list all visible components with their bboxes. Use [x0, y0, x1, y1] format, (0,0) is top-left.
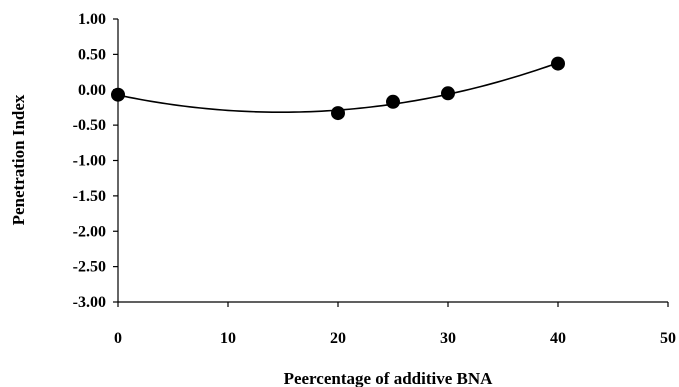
y-tick-label: 0.00: [78, 82, 106, 99]
x-ticks: 0 10 20 30 40 50: [114, 302, 676, 347]
y-tick-label: -3.00: [73, 294, 106, 311]
x-tick-label: 0: [114, 330, 122, 347]
axes: [117, 19, 668, 303]
y-tick-label: 0.50: [78, 46, 106, 63]
y-tick-label: -2.00: [73, 223, 106, 240]
data-point: [551, 56, 565, 71]
data-point: [386, 94, 400, 109]
y-tick-label: -1.00: [73, 153, 106, 170]
data-point: [441, 86, 455, 101]
x-axis-label: Peercentage of additive BNA: [284, 369, 494, 387]
data-points: [111, 56, 565, 121]
y-tick-label: -1.50: [73, 188, 106, 205]
trendline: [117, 62, 559, 114]
x-tick-label: 10: [220, 330, 236, 347]
data-point: [111, 87, 125, 102]
y-tick-label: -2.50: [73, 259, 106, 276]
x-tick-label: 50: [660, 330, 676, 347]
y-tick-label: -0.50: [73, 117, 106, 134]
x-tick-label: 20: [330, 330, 346, 347]
x-tick-label: 40: [550, 330, 566, 347]
y-axis-label: Penetration Index: [9, 94, 28, 225]
data-point: [331, 106, 345, 121]
y-tick-label: 1.00: [78, 11, 106, 28]
x-tick-label: 30: [440, 330, 456, 347]
y-ticks: 1.00 0.50 0.00 -0.50 -1.00 -1.50 -2.00 -2.50 -3.…: [73, 11, 118, 311]
